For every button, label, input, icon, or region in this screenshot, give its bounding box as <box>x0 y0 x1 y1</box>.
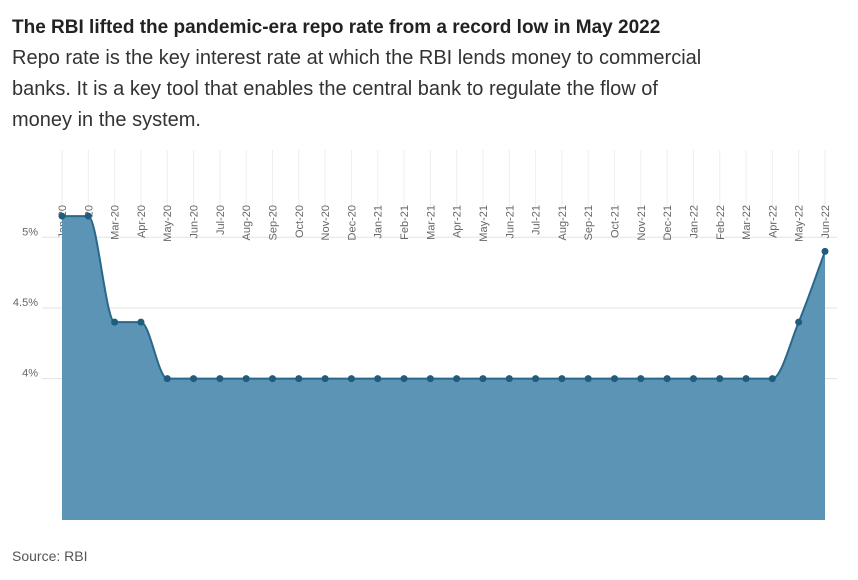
x-tick-label: Aug-21 <box>557 205 569 240</box>
x-tick-label: Apr-20 <box>136 205 148 238</box>
marker <box>111 318 119 326</box>
x-tick-label: Mar-20 <box>110 205 122 240</box>
x-tick-label: May-22 <box>794 205 806 242</box>
marker <box>637 375 645 383</box>
subtitle-line: money in the system. <box>12 109 201 131</box>
marker <box>505 375 513 383</box>
x-tick-label: Sep-21 <box>583 205 595 240</box>
marker <box>558 375 566 383</box>
x-tick-label: Dec-20 <box>346 205 358 240</box>
marker <box>742 375 750 383</box>
x-tick-label: Apr-21 <box>452 205 464 238</box>
subtitle-line: Repo rate is the key interest rate at wh… <box>12 47 701 69</box>
marker <box>768 375 776 383</box>
x-tick-label: Sep-20 <box>267 205 279 240</box>
x-tick-label: Oct-20 <box>294 205 306 238</box>
marker <box>689 375 697 383</box>
marker <box>295 375 303 383</box>
x-tick-label: Jul-20 <box>215 205 227 235</box>
x-tick-label: Feb-22 <box>715 205 727 240</box>
marker <box>268 375 276 383</box>
chart-title: The RBI lifted the pandemic-era repo rat… <box>12 17 660 38</box>
x-tick-label: Apr-22 <box>767 205 779 238</box>
x-tick-label: May-20 <box>162 205 174 242</box>
marker <box>426 375 434 383</box>
area <box>62 216 825 520</box>
x-tick-label: Nov-20 <box>320 205 332 240</box>
marker <box>611 375 619 383</box>
marker <box>453 375 461 383</box>
x-tick-label: Dec-21 <box>662 205 674 240</box>
y-tick-label: 4% <box>22 368 38 380</box>
marker <box>347 375 355 383</box>
marker <box>190 375 198 383</box>
marker <box>532 375 540 383</box>
marker <box>821 247 829 255</box>
marker <box>584 375 592 383</box>
x-tick-label: Mar-21 <box>425 205 437 240</box>
marker <box>58 212 66 220</box>
x-tick-label: Nov-21 <box>636 205 648 240</box>
marker <box>663 375 671 383</box>
x-tick-label: Jan-21 <box>373 205 385 239</box>
x-tick-label: Aug-20 <box>241 205 253 240</box>
x-tick-label: Jun-21 <box>504 205 516 239</box>
source: Source: RBI <box>12 548 87 564</box>
marker <box>400 375 408 383</box>
marker <box>479 375 487 383</box>
x-tick-label: Jan-22 <box>688 205 700 239</box>
marker <box>163 375 171 383</box>
x-tick-label: Oct-21 <box>610 205 622 238</box>
marker <box>216 375 224 383</box>
marker <box>374 375 382 383</box>
marker <box>242 375 250 383</box>
marker <box>795 318 803 326</box>
line <box>62 215 826 380</box>
y-tick-label: 5% <box>22 226 38 238</box>
x-tick-label: Jun-20 <box>189 205 201 239</box>
x-tick-label: May-21 <box>478 205 490 242</box>
x-tick-label: Jun-22 <box>820 205 832 239</box>
y-tick-label: 4.5% <box>13 297 38 309</box>
marker <box>716 375 724 383</box>
x-tick-label: Feb-21 <box>399 205 411 240</box>
x-tick-label: Mar-22 <box>741 205 753 240</box>
subtitle-line: banks. It is a key tool that enables the… <box>12 78 658 100</box>
marker <box>84 212 92 220</box>
x-tick-label: Jul-21 <box>531 205 543 235</box>
marker <box>321 375 329 383</box>
marker <box>137 318 145 326</box>
